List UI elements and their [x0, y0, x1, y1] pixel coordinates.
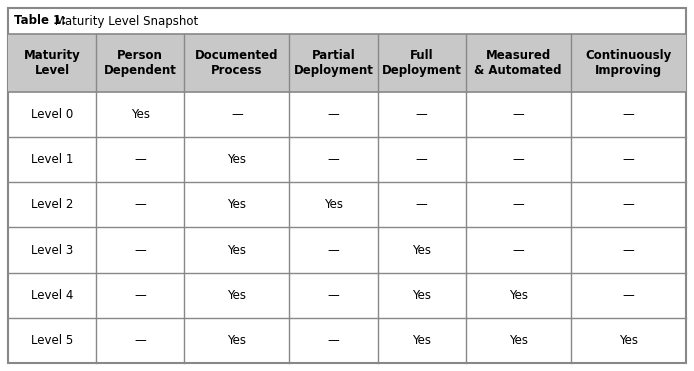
Text: Maturity Level Snapshot: Maturity Level Snapshot	[51, 14, 198, 27]
Text: Documented
Process: Documented Process	[195, 49, 278, 77]
Text: Level 3: Level 3	[31, 244, 73, 257]
Text: —: —	[416, 108, 428, 121]
Text: Level 5: Level 5	[31, 334, 73, 347]
Text: —: —	[135, 153, 146, 166]
Text: Table 1:: Table 1:	[14, 14, 66, 27]
Text: —: —	[623, 289, 634, 302]
Text: Level 0: Level 0	[31, 108, 73, 121]
Text: Partial
Deployment: Partial Deployment	[294, 49, 373, 77]
Text: Yes: Yes	[228, 334, 246, 347]
Text: Full
Deployment: Full Deployment	[382, 49, 462, 77]
Text: —: —	[416, 153, 428, 166]
Text: —: —	[512, 198, 524, 211]
Text: Yes: Yes	[130, 108, 150, 121]
Text: —: —	[623, 153, 634, 166]
Text: —: —	[328, 153, 339, 166]
Text: —: —	[512, 244, 524, 257]
Text: —: —	[328, 289, 339, 302]
Text: Level 2: Level 2	[31, 198, 74, 211]
Text: Yes: Yes	[509, 334, 527, 347]
Text: —: —	[512, 153, 524, 166]
Text: Yes: Yes	[228, 153, 246, 166]
Text: —: —	[623, 244, 634, 257]
Text: Yes: Yes	[324, 198, 343, 211]
Text: —: —	[328, 334, 339, 347]
Text: —: —	[231, 108, 243, 121]
Text: —: —	[623, 108, 634, 121]
Text: Yes: Yes	[412, 289, 431, 302]
Text: Yes: Yes	[228, 289, 246, 302]
Text: Yes: Yes	[412, 334, 431, 347]
Text: Yes: Yes	[412, 244, 431, 257]
Text: Yes: Yes	[228, 198, 246, 211]
Text: —: —	[623, 198, 634, 211]
Text: —: —	[135, 244, 146, 257]
Text: Person
Dependent: Person Dependent	[104, 49, 177, 77]
Text: Level 1: Level 1	[31, 153, 74, 166]
Text: Yes: Yes	[509, 289, 527, 302]
Text: Maturity
Level: Maturity Level	[24, 49, 81, 77]
Text: —: —	[512, 108, 524, 121]
Bar	[8, 34, 686, 92]
Text: Measured
& Automated: Measured & Automated	[475, 49, 562, 77]
Text: —: —	[328, 244, 339, 257]
Text: Yes: Yes	[619, 334, 638, 347]
Text: —: —	[135, 334, 146, 347]
Text: —: —	[416, 198, 428, 211]
Text: —: —	[328, 108, 339, 121]
Text: —: —	[135, 289, 146, 302]
Text: Level 4: Level 4	[31, 289, 74, 302]
Text: Continuously
Improving: Continuously Improving	[585, 49, 672, 77]
Text: Yes: Yes	[228, 244, 246, 257]
Text: —: —	[135, 198, 146, 211]
